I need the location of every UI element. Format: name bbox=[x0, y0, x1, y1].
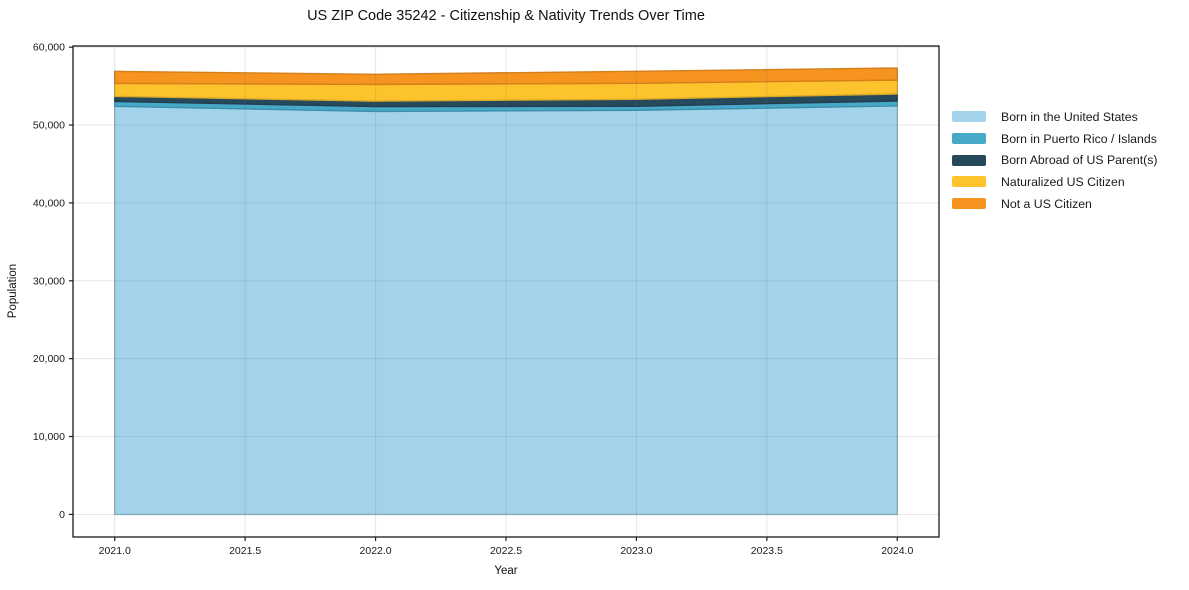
y-tick-label: 30,000 bbox=[33, 275, 65, 287]
x-axis-title: Year bbox=[494, 565, 518, 577]
x-tick-label: 2022.0 bbox=[360, 545, 392, 557]
y-tick-label: 10,000 bbox=[33, 431, 65, 443]
area-series-4 bbox=[114, 67, 898, 86]
legend: Born in the United States Born in Puerto … bbox=[952, 106, 1158, 214]
legend-item-0: Born in the United States bbox=[952, 106, 1158, 128]
x-tick-label: 2023.5 bbox=[751, 545, 783, 557]
legend-item-2: Born Abroad of US Parent(s) bbox=[952, 149, 1158, 171]
legend-label: Naturalized US Citizen bbox=[1001, 174, 1125, 189]
y-tick-label: 40,000 bbox=[33, 197, 65, 209]
legend-swatch-icon bbox=[952, 133, 986, 145]
legend-swatch-icon bbox=[952, 198, 986, 210]
legend-label: Born in the United States bbox=[1001, 109, 1138, 124]
x-tick-label: 2022.5 bbox=[490, 545, 522, 557]
x-tick-label: 2021.0 bbox=[99, 545, 131, 557]
legend-swatch-icon bbox=[952, 154, 986, 166]
legend-label: Born Abroad of US Parent(s) bbox=[1001, 153, 1158, 168]
x-tick-label: 2024.0 bbox=[881, 545, 913, 557]
legend-label: Born in Puerto Rico / Islands bbox=[1001, 131, 1157, 146]
chart-title: US ZIP Code 35242 - Citizenship & Nativi… bbox=[307, 8, 705, 24]
x-tick-label: 2021.5 bbox=[229, 545, 261, 557]
x-tick-label: 2023.0 bbox=[620, 545, 652, 557]
y-tick-label: 60,000 bbox=[33, 42, 65, 54]
legend-label: Not a US Citizen bbox=[1001, 196, 1092, 211]
y-tick-label: 50,000 bbox=[33, 120, 65, 132]
legend-item-1: Born in Puerto Rico / Islands bbox=[952, 128, 1158, 150]
legend-swatch-icon bbox=[952, 111, 986, 123]
legend-item-3: Naturalized US Citizen bbox=[952, 171, 1158, 193]
legend-swatch-icon bbox=[952, 176, 986, 188]
y-tick-label: 20,000 bbox=[33, 353, 65, 365]
y-tick-label: 0 bbox=[59, 509, 65, 521]
legend-item-4: Not a US Citizen bbox=[952, 193, 1158, 215]
y-axis-title: Population bbox=[7, 263, 19, 319]
